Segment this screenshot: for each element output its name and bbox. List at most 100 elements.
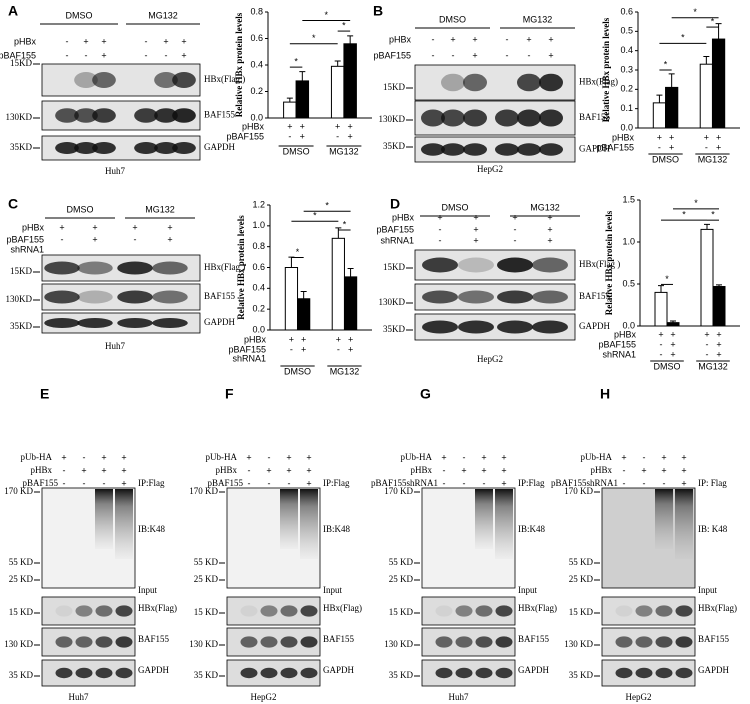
bar [711, 38, 726, 129]
ub-smear [300, 489, 318, 559]
blot-band [458, 257, 494, 273]
ib-label: IB:K48 [138, 524, 166, 534]
blot-band [635, 605, 653, 617]
blot-band [441, 109, 465, 127]
condition-sign: + [704, 329, 709, 339]
blot-band [280, 667, 298, 679]
condition-sign: - [528, 50, 531, 60]
marker-label: 35 KD [389, 670, 414, 680]
bar [700, 228, 714, 327]
blot-band [172, 108, 196, 123]
marker-label: 130KD [6, 294, 33, 304]
condition-sign: + [306, 452, 311, 462]
y-tick-label: 0.4 [620, 45, 633, 55]
blot-band [74, 108, 98, 123]
bar [652, 102, 667, 129]
blot-band [441, 73, 465, 92]
condition-sign: + [472, 50, 477, 60]
blot-band [280, 636, 298, 648]
blot-box [41, 596, 136, 626]
marker-label: 15 KD [9, 607, 34, 617]
condition-label: pHBx [612, 132, 635, 142]
condition-label: pHBx [392, 212, 415, 222]
blot-band [95, 667, 113, 679]
condition-sign: - [288, 478, 291, 488]
treatment-label: MG132 [523, 14, 553, 24]
condition-sign: + [101, 36, 106, 46]
error-bar [716, 284, 722, 287]
condition-sign: + [670, 349, 675, 359]
marker-label: 35KD [10, 142, 32, 152]
condition-sign: - [165, 50, 168, 60]
band-label: GAPDH [518, 665, 550, 675]
condition-label: shRNA1 [602, 349, 636, 359]
blot-band [517, 73, 541, 92]
condition-sign: + [501, 478, 506, 488]
blot-band [74, 142, 98, 154]
error-bar [670, 320, 676, 323]
condition-sign: + [621, 452, 626, 462]
treatment-label: MG132 [530, 202, 560, 212]
band-label: HBx(Flag ) [579, 259, 620, 269]
condition-sign: + [704, 132, 709, 142]
ip-label: IP:Flag [518, 478, 545, 488]
blot-band [75, 605, 93, 617]
marker-label: 55 KD [569, 557, 594, 567]
marker-label: 170 KD [384, 486, 413, 496]
panel-letter: B [373, 3, 383, 19]
condition-sign: - [63, 478, 66, 488]
marker-label: 130KD [6, 112, 33, 122]
condition-label: shRNA1 [232, 353, 266, 363]
blot-band [455, 667, 473, 679]
condition-sign: - [268, 452, 271, 462]
significance: * [665, 274, 669, 284]
bar [666, 322, 680, 327]
blot-band [463, 143, 487, 156]
condition-sign: + [716, 339, 721, 349]
blot-band [458, 320, 494, 334]
panel-letter: C [8, 196, 18, 212]
blot-band [435, 605, 453, 617]
blot-band [260, 667, 278, 679]
cell-line: HepG2 [477, 354, 503, 364]
condition-sign: - [83, 452, 86, 462]
band-label: HBx(Flag ) [204, 74, 245, 84]
y-tick-label: 1.5 [622, 194, 635, 204]
y-tick-label: 1.0 [622, 236, 635, 246]
ub-smear [115, 489, 133, 559]
condition-label: pBAF155 [598, 339, 636, 349]
marker-label: 15KD [10, 58, 32, 68]
condition-sign: - [145, 36, 148, 46]
blot-band [495, 605, 513, 617]
condition-sign: + [121, 452, 126, 462]
blot-band [240, 667, 258, 679]
condition-sign: + [246, 452, 251, 462]
blot-band [300, 667, 318, 679]
condition-sign: + [473, 224, 478, 234]
condition-sign: + [548, 34, 553, 44]
error-bar [335, 227, 342, 239]
blot-band [675, 667, 693, 679]
marker-label: 35KD [10, 321, 32, 331]
error-bar [299, 71, 306, 81]
condition-sign: + [101, 465, 106, 475]
condition-sign: + [681, 452, 686, 462]
condition-sign: + [669, 142, 674, 152]
condition-sign: + [658, 329, 663, 339]
y-tick-label: 0.0 [250, 112, 263, 122]
condition-sign: - [439, 235, 442, 245]
condition-sign: + [335, 121, 340, 131]
blot-band [475, 605, 493, 617]
marker-label: 130KD [379, 114, 406, 124]
condition-sign: + [306, 465, 311, 475]
condition-sign: + [300, 131, 305, 141]
condition-sign: + [163, 36, 168, 46]
marker-label: 55 KD [194, 557, 219, 567]
blot-band [475, 667, 493, 679]
condition-sign: - [452, 50, 455, 60]
condition-sign: + [473, 235, 478, 245]
significance: * [343, 219, 347, 229]
condition-sign: + [441, 452, 446, 462]
condition-sign: + [472, 34, 477, 44]
condition-sign: - [643, 452, 646, 462]
